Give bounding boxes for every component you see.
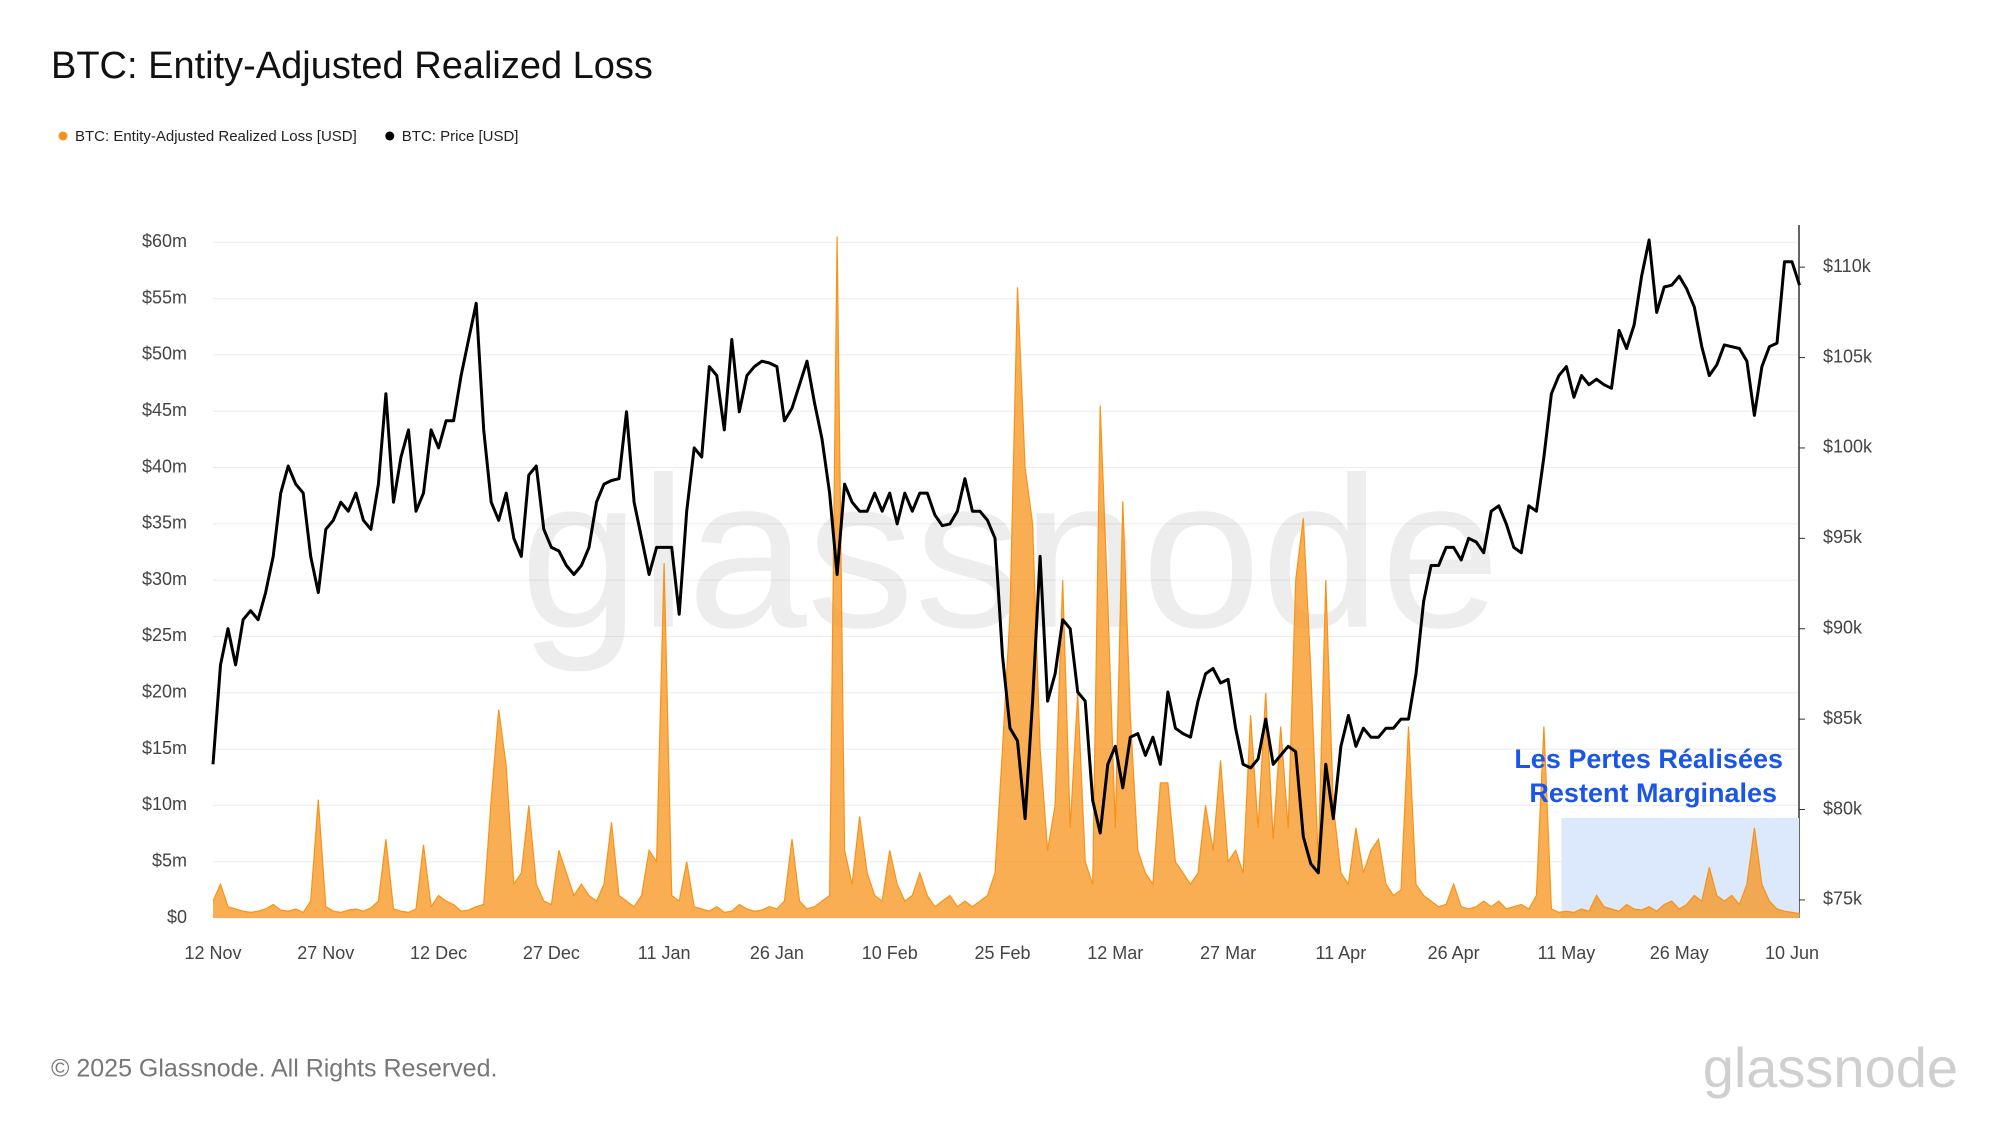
- y2-tick-label: $75k: [1823, 889, 1863, 909]
- annotation-text: Restent Marginales: [1529, 778, 1777, 808]
- annotation-text: Les Pertes Réalisées: [1514, 744, 1783, 774]
- legend-label: BTC: Price [USD]: [402, 128, 519, 145]
- y2-tick-label: $110k: [1823, 256, 1872, 276]
- y-tick-label: $20m: [142, 682, 187, 702]
- legend-marker: [385, 131, 395, 141]
- logo: glassnode: [1703, 1036, 1958, 1099]
- x-tick-label: 10 Feb: [862, 943, 918, 963]
- loss-area: [213, 236, 1800, 919]
- y2-tick-label: $80k: [1823, 798, 1863, 818]
- chart-title: BTC: Entity-Adjusted Realized Loss: [51, 45, 653, 87]
- y-tick-label: $30m: [142, 569, 187, 589]
- y-tick-label: $10m: [142, 794, 187, 814]
- legend-label: BTC: Entity-Adjusted Realized Loss [USD]: [75, 128, 357, 145]
- y2-tick-label: $105k: [1823, 346, 1873, 366]
- x-tick-label: 11 May: [1538, 943, 1596, 963]
- x-tick-label: 11 Apr: [1315, 943, 1366, 963]
- y2-tick-label: $90k: [1823, 617, 1863, 637]
- x-tick-label: 27 Nov: [297, 943, 354, 963]
- x-tick-label: 11 Jan: [638, 943, 691, 963]
- footer: © 2025 Glassnode. All Rights Reserved.: [51, 1055, 497, 1083]
- x-tick-label: 27 Mar: [1200, 943, 1256, 963]
- y-tick-label: $45m: [142, 400, 187, 420]
- legend-marker: [58, 131, 68, 141]
- price-line: [211, 238, 1801, 875]
- y-tick-label: $60m: [142, 231, 187, 251]
- y-tick-label: $5m: [152, 850, 187, 870]
- x-tick-label: 26 Jan: [750, 943, 804, 963]
- y2-tick-label: $85k: [1823, 708, 1863, 728]
- x-tick-label: 12 Nov: [184, 943, 241, 963]
- y-tick-label: $55m: [142, 287, 187, 307]
- y-tick-label: $40m: [142, 456, 187, 476]
- x-tick-label: 10 Jun: [1765, 943, 1819, 963]
- y-tick-label: $15m: [142, 738, 187, 758]
- y-tick-label: $0: [167, 907, 187, 927]
- y2-tick-label: $95k: [1823, 527, 1863, 547]
- x-tick-label: 26 Apr: [1428, 943, 1480, 963]
- x-tick-label: 12 Mar: [1087, 943, 1143, 963]
- y2-tick-label: $100k: [1823, 437, 1873, 457]
- x-tick-label: 25 Feb: [974, 943, 1030, 963]
- x-tick-label: 27 Dec: [523, 943, 580, 963]
- x-tick-label: 26 May: [1650, 943, 1709, 963]
- y-tick-label: $25m: [142, 625, 187, 645]
- y-tick-label: $35m: [142, 513, 187, 533]
- y-tick-label: $50m: [142, 344, 187, 364]
- x-tick-label: 12 Dec: [410, 943, 467, 963]
